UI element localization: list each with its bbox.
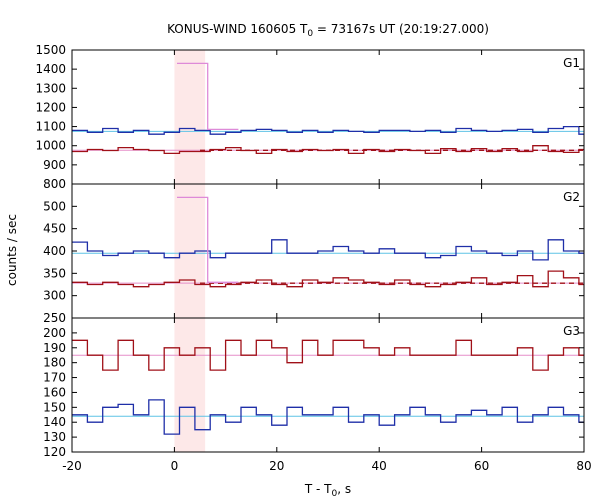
series-red-g2 xyxy=(72,270,584,288)
y-tick-label: 1200 xyxy=(35,100,66,114)
y-tick-label: 120 xyxy=(43,445,66,459)
series-magenta-g2 xyxy=(177,196,239,283)
y-tick-label: 500 xyxy=(43,199,66,213)
panel-frame xyxy=(71,317,585,453)
y-axis-label: counts / sec xyxy=(5,214,19,286)
y-tick-label: 200 xyxy=(43,326,66,340)
panel-g1: 800 900 1000 1100 1200 1300 1400 1500 G1 xyxy=(35,43,585,191)
y-tick-label: 190 xyxy=(43,341,66,355)
panel-frame xyxy=(71,49,585,185)
series-blue-g3 xyxy=(72,399,584,435)
panel-label: G3 xyxy=(563,324,580,338)
y-tick-label: 150 xyxy=(43,400,66,414)
y-tick-label: 170 xyxy=(43,371,66,385)
x-tick-label: 20 xyxy=(269,459,284,473)
y-tick-label: 130 xyxy=(43,430,66,444)
y-tick-label: 1300 xyxy=(35,81,66,95)
y-tick-label: 250 xyxy=(43,311,66,325)
x-tick-label: 60 xyxy=(474,459,489,473)
x-tick-label: 80 xyxy=(576,459,591,473)
y-tick-label: 1100 xyxy=(35,120,66,134)
y-tick-label: 1000 xyxy=(35,139,66,153)
y-tick-label: 300 xyxy=(43,289,66,303)
plot-area: 800900100011001200130014001500G125030035… xyxy=(35,43,591,473)
series-blue-g2 xyxy=(72,239,584,261)
y-tick-label: 140 xyxy=(43,415,66,429)
x-tick-label: 0 xyxy=(171,459,179,473)
y-tick-label: 160 xyxy=(43,385,66,399)
y-tick-label: 1400 xyxy=(35,62,66,76)
chart-title: KONUS-WIND 160605 T0 = 73167s UT (20:19:… xyxy=(167,22,489,39)
series-magenta-g1 xyxy=(177,62,239,131)
series-blue-g1 xyxy=(72,125,584,135)
y-tick-label: 400 xyxy=(43,244,66,258)
y-tick-label: 800 xyxy=(43,177,66,191)
y-tick-label: 450 xyxy=(43,222,66,236)
y-tick-label: 180 xyxy=(43,356,66,370)
panel-label: G1 xyxy=(563,56,580,70)
series-red-g3 xyxy=(72,339,584,371)
x-tick-label: -20 xyxy=(62,459,82,473)
x-tick-label: 40 xyxy=(372,459,387,473)
y-tick-label: 350 xyxy=(43,266,66,280)
panel-g2: 250 300 350 400 450 500 G2 xyxy=(43,183,585,325)
y-tick-label: 900 xyxy=(43,158,66,172)
series-red-g1 xyxy=(72,145,584,155)
x-axis-label: T - T0, s xyxy=(304,482,351,499)
y-tick-label: 1500 xyxy=(35,43,66,57)
panel-label: G2 xyxy=(563,190,580,204)
